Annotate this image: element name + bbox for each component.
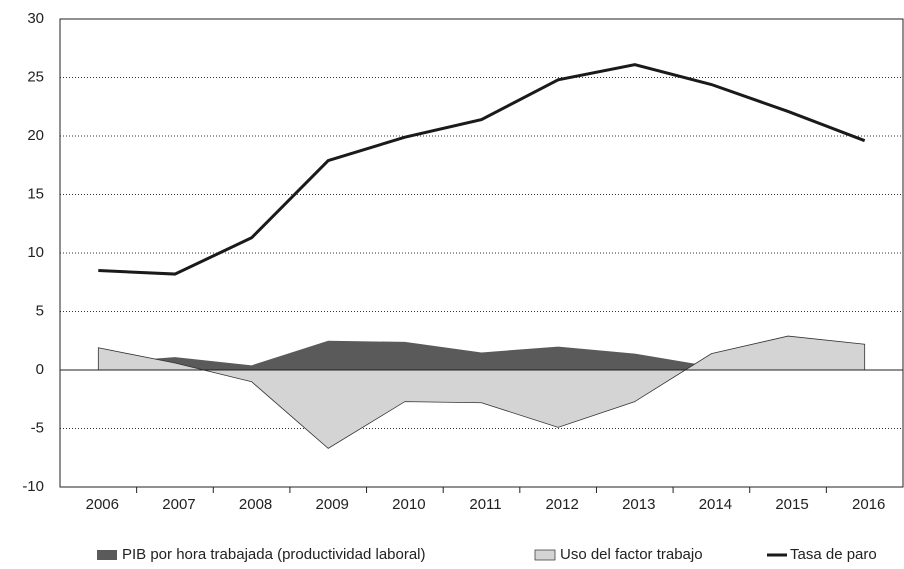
line xyxy=(98,63,866,276)
x-tick-label: 2006 xyxy=(86,496,119,513)
x-tick-label: 2009 xyxy=(316,496,349,513)
y-tick-label: -5 xyxy=(31,419,44,436)
x-tick-label: 2007 xyxy=(162,496,195,513)
x-tick-label: 2008 xyxy=(239,496,272,513)
x-tick-label: 2015 xyxy=(775,496,808,513)
x-tick-label: 2010 xyxy=(392,496,425,513)
x-tick-label: 2016 xyxy=(852,496,885,513)
area xyxy=(98,340,865,370)
y-tick-label: 30 xyxy=(27,10,44,27)
legend-label: PIB por hora trabajada (productividad la… xyxy=(122,546,426,563)
area xyxy=(97,335,866,449)
x-tick-label: 2014 xyxy=(699,496,732,513)
y-tick-label: 25 xyxy=(27,68,44,85)
y-tick-label: 15 xyxy=(27,185,44,202)
y-tick-label: 0 xyxy=(36,361,44,378)
plot-frame xyxy=(59,18,904,488)
x-tick-label: 2011 xyxy=(469,496,501,513)
x-tick-label: 2012 xyxy=(545,496,578,513)
legend-label: Tasa de paro xyxy=(790,546,877,563)
x-tick-label: 2013 xyxy=(622,496,655,513)
y-tick-label: 10 xyxy=(27,244,44,261)
legend-swatch xyxy=(97,550,117,560)
legend-label: Uso del factor trabajo xyxy=(560,546,703,563)
y-tick-label: 5 xyxy=(36,302,44,319)
legend-swatch xyxy=(534,549,556,561)
y-tick-label: 20 xyxy=(27,127,44,144)
y-tick-label: -10 xyxy=(22,478,44,495)
